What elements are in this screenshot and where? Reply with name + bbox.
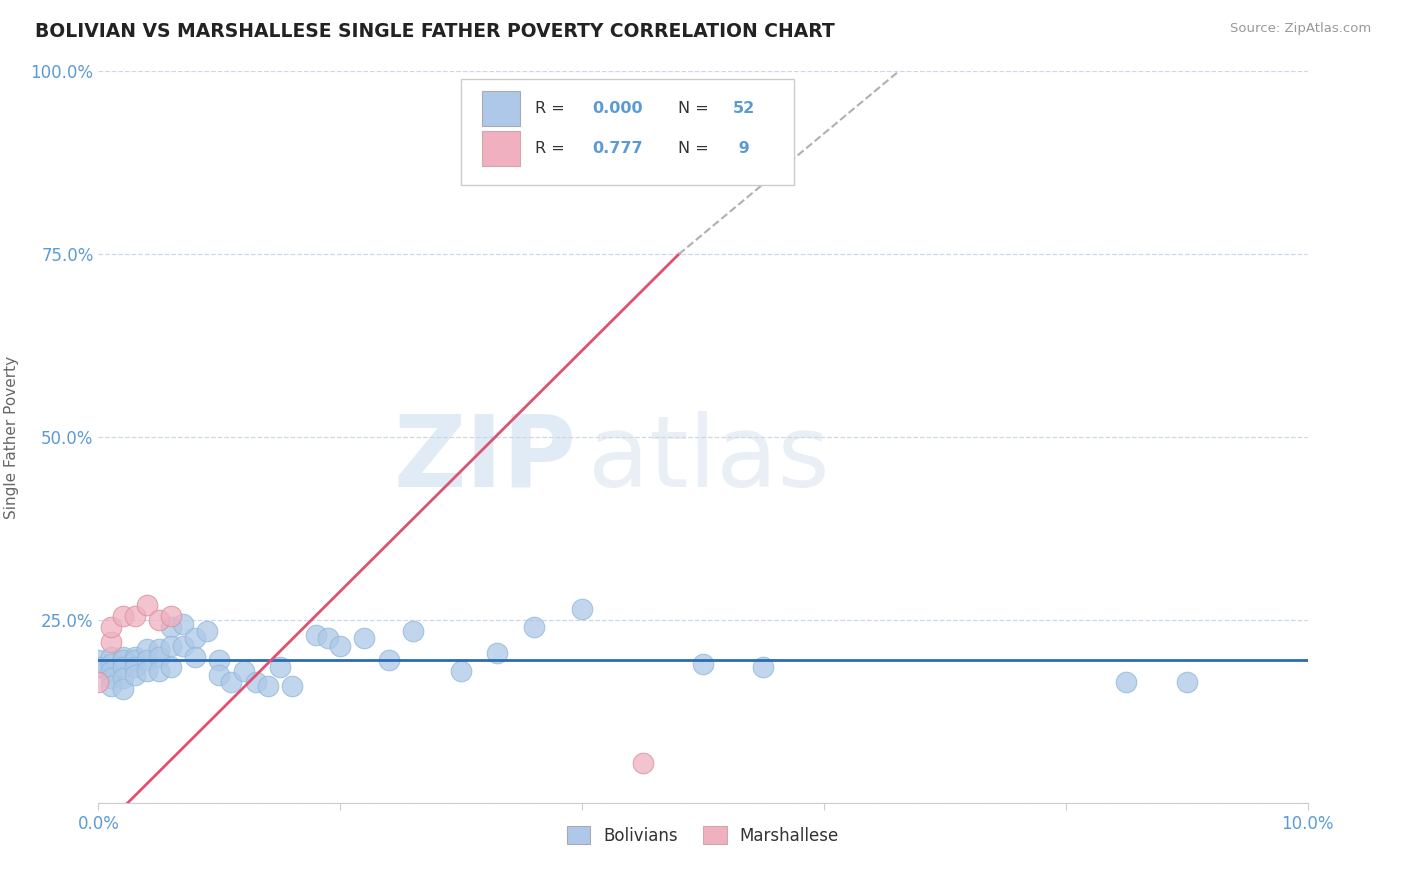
Point [100, 649, 122, 664]
Point [124, 649, 146, 664]
Text: 52: 52 [734, 101, 755, 116]
Text: N =: N = [678, 141, 718, 156]
Text: 0.777: 0.777 [592, 141, 643, 156]
Point [172, 616, 194, 631]
Point [523, 620, 546, 634]
Point [148, 642, 170, 657]
Point [195, 624, 218, 638]
Point [148, 664, 170, 678]
Point [100, 635, 122, 649]
Point [124, 609, 146, 624]
Point [269, 660, 291, 674]
Point [305, 627, 328, 641]
Point [245, 675, 267, 690]
Point [160, 639, 183, 653]
FancyBboxPatch shape [461, 78, 793, 185]
Point [87, 653, 110, 667]
Point [111, 672, 134, 686]
Text: N =: N = [678, 101, 713, 116]
Text: 9: 9 [734, 141, 749, 156]
Point [135, 653, 157, 667]
Point [232, 664, 254, 678]
Point [160, 609, 183, 624]
Point [111, 649, 134, 664]
Point [329, 639, 352, 653]
Point [111, 660, 134, 674]
Point [135, 664, 157, 678]
Point [172, 639, 194, 653]
Legend: Bolivians, Marshallese: Bolivians, Marshallese [558, 818, 848, 853]
FancyBboxPatch shape [482, 91, 520, 126]
Text: 0.000: 0.000 [592, 101, 643, 116]
Point [571, 602, 593, 616]
Point [631, 756, 654, 770]
Text: ZIP: ZIP [394, 410, 576, 508]
Point [281, 679, 304, 693]
Point [486, 646, 509, 660]
Point [87, 675, 110, 690]
Point [160, 620, 183, 634]
Point [256, 679, 278, 693]
Point [111, 682, 134, 697]
Point [1175, 675, 1198, 690]
Text: atlas: atlas [588, 410, 830, 508]
Y-axis label: Single Father Poverty: Single Father Poverty [4, 356, 20, 518]
Point [160, 660, 183, 674]
Point [135, 599, 157, 613]
Point [316, 632, 339, 646]
Point [124, 667, 146, 681]
Text: R =: R = [534, 141, 575, 156]
Point [402, 624, 425, 638]
Point [692, 657, 714, 671]
Text: Source: ZipAtlas.com: Source: ZipAtlas.com [1230, 22, 1371, 36]
Point [87, 660, 110, 674]
Point [353, 632, 375, 646]
Point [1115, 675, 1137, 690]
Point [100, 672, 122, 686]
Point [148, 649, 170, 664]
Text: R =: R = [534, 101, 569, 116]
Point [124, 660, 146, 674]
Point [208, 667, 231, 681]
Text: BOLIVIAN VS MARSHALLESE SINGLE FATHER POVERTY CORRELATION CHART: BOLIVIAN VS MARSHALLESE SINGLE FATHER PO… [35, 22, 835, 41]
Point [111, 609, 134, 624]
Point [124, 653, 146, 667]
Point [100, 620, 122, 634]
Point [100, 664, 122, 678]
Point [221, 675, 243, 690]
Point [184, 649, 207, 664]
FancyBboxPatch shape [482, 131, 520, 167]
Point [111, 653, 134, 667]
Point [148, 613, 170, 627]
Point [377, 653, 399, 667]
Point [135, 642, 157, 657]
Point [184, 632, 207, 646]
Point [208, 653, 231, 667]
Point [450, 664, 472, 678]
Point [100, 657, 122, 671]
Point [100, 679, 122, 693]
Point [752, 660, 775, 674]
